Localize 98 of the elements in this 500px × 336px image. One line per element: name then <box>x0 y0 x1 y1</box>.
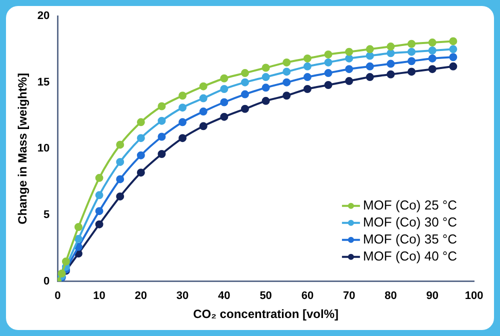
point <box>178 92 187 100</box>
point <box>366 45 374 54</box>
point <box>58 269 66 278</box>
point <box>136 151 145 160</box>
point <box>116 158 124 166</box>
point <box>74 222 82 231</box>
point <box>366 73 374 82</box>
y-tick-label: 10 <box>37 142 50 155</box>
point <box>303 84 312 93</box>
y-tick-label: 15 <box>37 76 50 88</box>
point <box>74 234 82 243</box>
x-tick-label: 20 <box>134 290 148 302</box>
point <box>366 62 374 70</box>
point <box>345 65 354 74</box>
legend-label: MOF (Co) 25 °C <box>362 197 458 212</box>
point <box>62 257 70 266</box>
point <box>428 54 436 62</box>
point <box>428 38 436 47</box>
point <box>345 54 354 62</box>
point <box>158 102 166 110</box>
legend-label: MOF (Co) 35 °C <box>362 231 458 246</box>
x-tick-label: 100 <box>464 290 484 302</box>
point <box>158 150 166 158</box>
point <box>449 37 458 46</box>
point <box>345 77 354 86</box>
x-tick-label: 10 <box>93 290 106 302</box>
x-tick-label: 90 <box>426 290 438 302</box>
point <box>136 134 145 142</box>
y-tick-label: 20 <box>37 10 50 22</box>
point <box>324 81 332 90</box>
point <box>199 94 208 102</box>
point <box>136 168 145 177</box>
point <box>116 192 124 200</box>
point <box>262 64 270 72</box>
x-tick-label: 60 <box>301 290 314 302</box>
x-tick-label: 50 <box>260 290 272 302</box>
point <box>386 42 395 51</box>
point <box>220 74 228 82</box>
x-tick-label: 40 <box>218 290 230 302</box>
point <box>408 40 416 48</box>
point <box>345 48 354 56</box>
point <box>303 54 312 62</box>
point <box>324 50 332 58</box>
point <box>95 220 104 228</box>
x-tick-label: 80 <box>384 290 397 302</box>
point <box>199 82 208 90</box>
point <box>199 122 208 130</box>
point <box>199 108 208 116</box>
point <box>220 84 228 93</box>
point <box>178 118 187 126</box>
point <box>282 58 291 66</box>
point <box>241 90 249 98</box>
point <box>241 78 249 86</box>
point <box>366 52 374 60</box>
point <box>408 68 416 76</box>
point <box>178 134 187 142</box>
point <box>449 45 458 54</box>
x-tick-label: 70 <box>342 290 356 302</box>
point <box>449 53 458 62</box>
y-axis-title: Change in Mass [weight%] <box>16 73 30 224</box>
x-axis-title: CO₂ concentration [vol%] <box>193 307 338 322</box>
point <box>303 73 312 82</box>
point <box>241 69 249 78</box>
point <box>136 118 145 126</box>
point <box>262 96 270 105</box>
point <box>449 62 458 70</box>
point <box>178 104 187 112</box>
point <box>95 207 104 216</box>
point <box>95 191 104 200</box>
point <box>408 48 416 56</box>
point <box>386 60 395 68</box>
y-tick-label: 0 <box>44 275 50 288</box>
point <box>95 174 104 182</box>
point <box>408 57 416 66</box>
point <box>282 92 291 100</box>
x-tick-label: 0 <box>54 290 61 302</box>
point <box>324 69 332 78</box>
point <box>386 70 395 78</box>
point <box>158 132 166 141</box>
point <box>282 68 291 76</box>
point <box>386 49 395 58</box>
point <box>262 73 270 82</box>
point <box>116 175 124 184</box>
point <box>241 104 249 113</box>
point <box>428 65 436 74</box>
point <box>282 78 291 86</box>
point <box>220 112 228 121</box>
point <box>262 84 270 92</box>
point <box>428 46 436 54</box>
point <box>220 98 228 106</box>
point <box>303 62 312 70</box>
point <box>158 116 166 125</box>
x-tick-label: 30 <box>176 290 189 302</box>
legend-label: MOF (Co) 30 °C <box>362 214 458 230</box>
point <box>116 140 124 149</box>
y-tick-label: 5 <box>44 209 50 222</box>
legend-label: MOF (Co) 40 °C <box>362 248 458 264</box>
point <box>324 58 332 66</box>
